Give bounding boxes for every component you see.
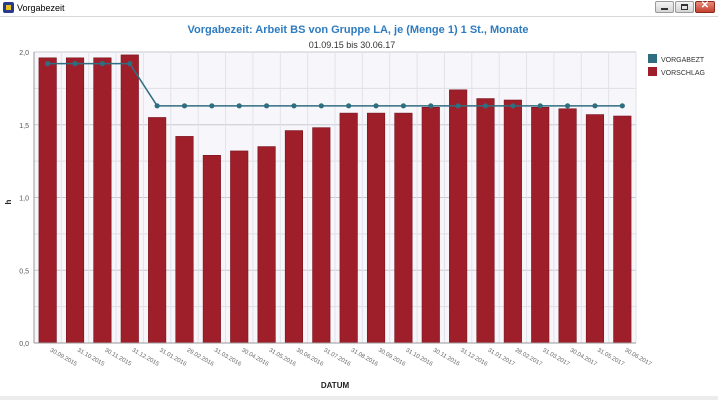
bar [394, 112, 413, 344]
line-point [263, 103, 270, 109]
x-tick-label: 30.09.2015 [49, 348, 79, 369]
bar [257, 146, 276, 344]
bar [175, 136, 194, 344]
line-point [592, 103, 598, 109]
legend-swatch-vorschlag [648, 67, 657, 76]
close-button[interactable]: ✕ [695, 0, 715, 13]
x-tick-label: 30.04.2017 [569, 348, 599, 369]
x-tick-label: 31.05.2016 [268, 348, 298, 369]
line-point [236, 103, 242, 109]
x-tick-label: 31.07.2016 [322, 348, 352, 369]
y-axis-label: h [4, 199, 13, 204]
x-tick-label: 31.01.2017 [487, 348, 517, 369]
x-tick-label: 31.01.2016 [158, 348, 188, 369]
series-line-vorgabezt [47, 62, 623, 107]
legend-label-vorgabezt: VORGABEZT [661, 57, 705, 64]
x-tick-label: 31.03.2016 [213, 348, 243, 369]
bar [65, 57, 85, 344]
x-tick-label: 31.12.2016 [459, 348, 489, 369]
bar [202, 155, 221, 344]
bar [503, 99, 522, 344]
bar [421, 106, 440, 344]
x-tick-label: 30.11.2016 [432, 348, 461, 368]
minimize-button[interactable] [655, 1, 674, 13]
y-tick-label: 1,5 [19, 123, 29, 130]
x-tick-label: 29.02.2016 [186, 348, 216, 369]
x-tick-label: 30.04.2016 [240, 348, 270, 369]
bar [230, 150, 249, 344]
line-point [45, 61, 51, 67]
close-icon: ✕ [700, 0, 710, 11]
app-icon [3, 2, 14, 13]
maximize-button[interactable] [675, 1, 694, 13]
legend-label-vorschlag: VORSCHLAG [661, 70, 705, 77]
line-point [564, 103, 571, 109]
bar [449, 89, 468, 344]
bar [613, 115, 632, 344]
x-tick-label: 30.06.2016 [295, 348, 325, 369]
line-point [99, 61, 106, 67]
bar [531, 106, 550, 344]
bar [38, 57, 57, 344]
bar [93, 57, 112, 344]
bar [558, 108, 577, 344]
bar [585, 114, 605, 344]
line-point [400, 103, 407, 109]
y-tick-label: 2,0 [19, 50, 29, 57]
line-point [154, 103, 160, 109]
y-tick-label: 1,0 [19, 196, 29, 203]
x-tick-label: 31.12.2015 [131, 348, 161, 369]
x-tick-label: 30.06.2017 [623, 348, 653, 369]
bar [284, 130, 304, 344]
x-tick-label: 31.08.2016 [350, 348, 380, 369]
line-point [346, 103, 352, 109]
line-point [537, 103, 543, 109]
x-tick-label: 31.05.2017 [596, 348, 626, 369]
window-title: Vorgabezeit [17, 3, 65, 13]
line-point [373, 103, 379, 109]
bottom-bar [0, 396, 718, 400]
x-tick-label: 30.11.2015 [103, 348, 132, 368]
bar [120, 54, 139, 344]
x-tick-label: 30.09.2016 [377, 348, 407, 369]
line-point [72, 61, 78, 67]
line-point [181, 103, 188, 109]
x-tick-label: 28.02.2017 [514, 348, 544, 369]
chart-subtitle: 01.09.15 bis 30.06.17 [309, 40, 396, 50]
x-tick-label: 31.03.2017 [541, 348, 571, 369]
line-point [455, 103, 461, 109]
y-tick-label: 0,0 [19, 341, 29, 348]
window-titlebar: Vorgabezeit ✕ [0, 0, 718, 17]
minimize-icon [661, 8, 668, 10]
x-axis-label: DATUM [321, 381, 350, 390]
line-point [291, 103, 297, 109]
bar [312, 127, 331, 344]
y-tick-label: 0,5 [19, 268, 29, 275]
line-point [209, 103, 215, 109]
maximize-icon [681, 4, 688, 10]
line-point [428, 103, 434, 109]
bar [148, 117, 167, 344]
legend-swatch-vorgabezt [648, 54, 657, 63]
line-point [318, 103, 324, 109]
line-point [619, 103, 625, 109]
line-point [482, 103, 489, 109]
bar [476, 98, 495, 344]
line-point [127, 61, 133, 67]
line-point [510, 103, 516, 109]
x-tick-label: 31.10.2016 [404, 348, 434, 369]
x-tick-label: 31.10.2015 [76, 348, 106, 369]
bar [366, 112, 386, 344]
chart-title: Vorgabezeit: Arbeit BS von Gruppe LA, je… [187, 24, 528, 36]
bar [339, 112, 358, 344]
chart: 0,00,51,01,52,030.09.201531.10.201530.11… [4, 24, 705, 390]
